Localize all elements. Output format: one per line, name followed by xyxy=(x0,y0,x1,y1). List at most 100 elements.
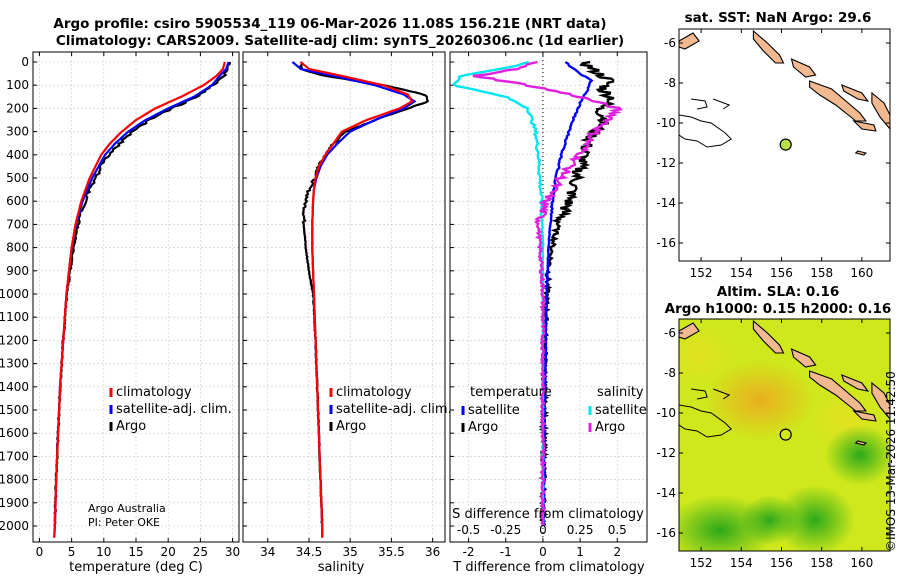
ytick-label: 600 xyxy=(6,194,29,208)
ytick-label: 1800 xyxy=(0,473,29,487)
legend-label: Argo xyxy=(595,420,625,435)
s-axis-tick-label: 0.25 xyxy=(567,523,594,537)
map-xtick-label: 152 xyxy=(690,556,713,570)
legend-label: satellite-adj. clim. xyxy=(116,402,232,417)
map-xtick-label: 156 xyxy=(770,556,793,570)
island-3 xyxy=(809,80,867,122)
ytick-label: 300 xyxy=(6,125,29,139)
s-axis-label: S difference from climatology xyxy=(452,507,644,522)
legend-header-salinity: salinity xyxy=(597,385,644,400)
ytick-label: 1100 xyxy=(0,310,29,324)
island-6 xyxy=(852,410,877,422)
s-axis-tick-label: -0.5 xyxy=(457,523,480,537)
coastline-0 xyxy=(679,404,733,438)
ytick-label: 1000 xyxy=(0,287,29,301)
xtick-label: 35 xyxy=(343,545,358,559)
xtick-label: 2 xyxy=(613,545,621,559)
timestamp: ©IMOS 13-Mar-2026 11:42:50 xyxy=(884,371,898,552)
map-xtick-label: 154 xyxy=(730,266,753,280)
map-ytick-label: -10 xyxy=(656,116,676,130)
xtick-label: 10 xyxy=(96,545,111,559)
sst-map-title: sat. SST: NaN Argo: 29.6 xyxy=(685,10,872,26)
ytick-label: 400 xyxy=(6,148,29,162)
map-ytick-label: -14 xyxy=(656,486,676,500)
island-0 xyxy=(679,32,700,50)
sst-map-land xyxy=(679,29,890,156)
map-xtick-label: 158 xyxy=(810,266,833,280)
map-ytick-label: -10 xyxy=(656,406,676,420)
ytick-label: 1700 xyxy=(0,449,29,463)
temperature-xlabel: temperature (deg C) xyxy=(69,560,203,575)
difference-panel: -2 -1 0 1 2 S difference from climatology-0.5… xyxy=(449,51,648,559)
ytick-label: 200 xyxy=(6,101,29,115)
ytick-label: 900 xyxy=(6,264,29,278)
float-marker xyxy=(779,138,792,151)
satellite-salinity-line xyxy=(291,61,417,538)
climatology-salinity-line xyxy=(300,61,414,538)
island-4 xyxy=(840,374,870,392)
island-4 xyxy=(840,84,870,102)
sla-blob-low-3 xyxy=(775,485,855,551)
map-frame xyxy=(678,318,891,552)
map-xtick-label: 156 xyxy=(770,266,793,280)
legend-label: Argo xyxy=(468,420,498,435)
sla-field xyxy=(679,319,890,551)
island-2 xyxy=(790,348,817,368)
s-axis-tick-label: 0.5 xyxy=(608,523,627,537)
ytick-label: 1500 xyxy=(0,403,29,417)
legend-label: climatology xyxy=(336,385,412,400)
map-xtick-label: 160 xyxy=(850,556,873,570)
s-argo-difference-line xyxy=(472,60,623,527)
xtick-label: 1 xyxy=(576,545,584,559)
map-ytick-label: -12 xyxy=(656,156,676,170)
island-7 xyxy=(854,440,867,446)
xtick-label: 25 xyxy=(193,545,208,559)
legend-label: Argo xyxy=(116,419,146,434)
xtick-label: 34 xyxy=(260,545,275,559)
sla-blob-low-1 xyxy=(825,425,890,485)
island-2 xyxy=(790,58,817,78)
temperature-panel: 0 5 10 15 20 25 300100200300400500600700800900… xyxy=(0,51,240,559)
ytick-label: 100 xyxy=(6,78,29,92)
island-0 xyxy=(679,322,700,340)
legend-label: satellite xyxy=(468,403,520,418)
island-1 xyxy=(752,319,785,354)
map-ytick-label: -6 xyxy=(664,326,676,340)
map-xtick-label: 160 xyxy=(850,266,873,280)
map-frame xyxy=(678,28,891,262)
main-title-line1: Argo profile: csiro 5905534_119 06-Mar-2… xyxy=(53,16,606,32)
s-axis-tick-label: -0.25 xyxy=(490,523,521,537)
main-title-line2: Climatology: CARS2009. Satellite-adj cli… xyxy=(56,33,624,49)
coastline-1 xyxy=(691,98,708,110)
map-xtick-label: 154 xyxy=(730,556,753,570)
xtick-label: 15 xyxy=(128,545,143,559)
sla-blob-high-1 xyxy=(705,360,815,440)
sla-map-title-line2: Argo h1000: 0.15 h2000: 0.16 xyxy=(665,301,892,317)
coastline-2 xyxy=(713,388,731,400)
plot-frame xyxy=(32,51,240,543)
ytick-label: 1200 xyxy=(0,333,29,347)
salinity-xlabel: salinity xyxy=(318,560,365,575)
legend-label: satellite-adj. clim. xyxy=(336,402,452,417)
xtick-label: -2 xyxy=(463,545,475,559)
coastline-1 xyxy=(691,388,708,400)
map-ytick-label: -6 xyxy=(664,36,676,50)
ytick-label: 800 xyxy=(6,241,29,255)
ytick-label: 0 xyxy=(21,55,29,69)
s-axis-tick-label: 0 xyxy=(539,523,547,537)
climatology-temperature-line xyxy=(53,61,226,538)
coastline-0 xyxy=(679,114,733,148)
coastline-2 xyxy=(713,98,731,110)
island-7 xyxy=(854,150,867,156)
island-1 xyxy=(752,29,785,64)
map-ytick-label: -16 xyxy=(656,526,676,540)
xtick-label: 35.5 xyxy=(378,545,405,559)
xtick-label: 34.5 xyxy=(296,545,323,559)
ytick-label: 700 xyxy=(6,217,29,231)
ytick-label: 2000 xyxy=(0,519,29,533)
ytick-label: 500 xyxy=(6,171,29,185)
satellite-temperature-line xyxy=(53,61,230,538)
map-ytick-label: -8 xyxy=(664,76,676,90)
xtick-label: 20 xyxy=(161,545,176,559)
xtick-label: 0 xyxy=(539,545,547,559)
